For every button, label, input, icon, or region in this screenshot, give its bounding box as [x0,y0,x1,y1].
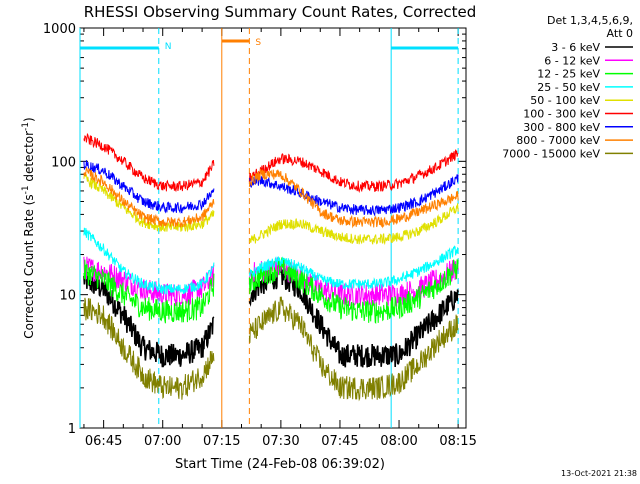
x-axis-label: Start Time (24-Feb-08 06:39:02) [175,457,385,472]
y-tick-label: 10 [59,289,76,304]
legend-item-label: 100 - 300 keV [523,108,600,121]
series-line [249,174,459,217]
x-tick-label: 07:15 [203,434,240,449]
series-line [83,160,215,214]
event-label: N [165,42,172,52]
series-line [248,245,459,290]
series-line [83,259,215,324]
event-label: S [255,38,261,48]
footer-date: 13-Oct-2021 21:38 [561,469,637,478]
series-line [83,167,215,228]
x-tick-label: 07:30 [262,434,299,449]
series-line [248,263,459,368]
x-tick-label: 06:45 [85,434,122,449]
legend-item-label: 300 - 800 keV [523,121,600,134]
legend-title-line: Att 0 [607,27,633,40]
x-tick-label: 07:45 [321,434,358,449]
legend-item-label: 6 - 12 keV [544,54,600,67]
x-tick-label: 07:00 [144,434,181,449]
legend-title-line: Det 1,3,4,5,6,9, [547,14,633,27]
chart-title: RHESSI Observing Summary Count Rates, Co… [84,3,477,21]
y-tick-label: 1000 [43,22,76,37]
legend-item-label: 25 - 50 keV [537,81,600,94]
series-line [249,203,459,246]
legend-item-label: 3 - 6 keV [551,41,600,54]
series-line [248,296,459,402]
legend-item-label: 800 - 7000 keV [516,134,600,147]
series-line [248,149,459,193]
series-line [83,268,215,368]
series-line [248,257,459,324]
series-line [83,297,215,400]
y-tick-label: 1 [68,422,76,437]
series-line [248,168,459,229]
y-axis-label: Corrected Count Rate (s-1 detector-1) [21,117,36,338]
legend-item-label: 50 - 100 keV [530,94,600,107]
legend-item-label: 7000 - 15000 keV [502,147,600,160]
plot-area: 1 10 100 1000 06:45 07:00 07:15 07:30 07:45 08:00… [43,22,477,449]
x-tick-label: 08:00 [380,434,417,449]
x-tick-label: 08:15 [439,434,476,449]
series-line [83,132,215,193]
legend-item-label: 12 - 25 keV [537,68,600,81]
y-tick-label: 100 [51,155,76,170]
series-line [83,227,215,295]
